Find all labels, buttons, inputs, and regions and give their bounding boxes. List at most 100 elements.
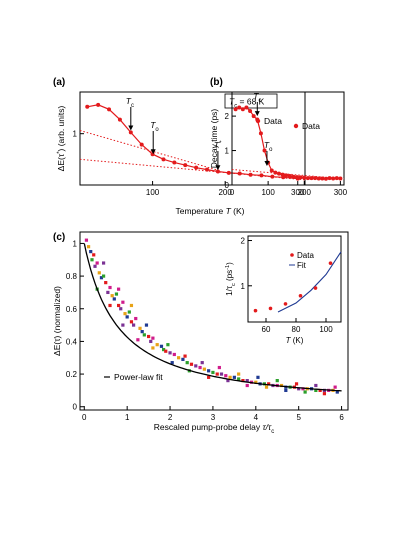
annotation-tc: Tc [253,91,261,104]
panel-c-data-point [112,297,116,301]
panel-c-data-point [123,312,127,316]
panel-a-frame [79,91,306,186]
panel-c-data-point [207,375,211,379]
panel-b-data-point [305,176,310,181]
panel-a-data-point [139,142,144,147]
panel-c-data-point [125,315,129,319]
panel-a-ylabel: ΔE(τ*) (arb. units) [56,105,66,171]
panel-c-data-point [129,320,134,324]
y-tick-label: 1 [73,239,78,248]
y-tick-label: 0.6 [66,305,78,314]
x-tick-label: 60 [262,325,271,334]
panel-c-data-point [95,261,99,265]
panel-a-data-point [183,163,188,168]
panel-c-data-point [89,249,93,254]
inset-data-point [253,308,258,313]
panel-a-data-point [128,130,133,135]
panel-c-data-point [200,361,204,365]
panel-c-data-point [194,364,198,368]
inset-data-point [283,302,288,306]
panel-c-data-point [168,351,172,355]
panel-c-data-point [134,316,138,321]
panel-c-data-point [114,292,119,296]
x-tick-label: 1 [125,413,130,422]
panel-c-data-point [237,377,241,381]
y-tick-label: 1 [225,147,230,156]
panel-b-dotted-line [231,169,345,180]
annotation-tc: Tc [126,96,134,109]
panel-c-data-point [256,375,260,379]
panel-c-data-point [151,346,155,350]
y-tick-label: 0.8 [66,272,78,281]
panel-c-data-point [108,285,112,290]
panel-b-data-point [302,175,307,180]
panel-c-data-point [181,357,185,361]
arrow-tstar-head [215,165,221,171]
panel-b-data-point [276,171,281,176]
panel-b-legend-marker [293,123,299,129]
inset-xlabel: T (K) [286,336,304,345]
annotation-to: To [264,140,273,153]
panel-c-fit-curve [83,243,342,392]
panel-c-data-point [232,375,236,379]
panel-b-data-point [338,176,343,181]
panel-c-data-point [314,388,318,393]
panel-c-data-point [84,238,89,242]
panel-c-data-point [162,347,166,352]
panel-b-data-point [287,174,292,179]
panel-c-data-point [284,388,288,393]
panel-c-ylabel: ΔE(τ) (normalized) [52,286,62,356]
panel-b-data-point [251,114,256,119]
panel-b-data-point [244,105,249,110]
panel-c-data-point [215,372,219,376]
panel-c-frame [79,231,349,411]
panel-c-data-point [97,271,101,275]
panel-c-xlabel: Rescaled pump-probe delay τ/τc [154,422,274,435]
panel-b-data-point [273,170,278,175]
x-tick-label: 0 [82,413,87,422]
panel-a-data-point [205,167,210,172]
y-tick-label: 0 [225,181,230,190]
panel-b-data-point [295,175,300,180]
panel-a-data-point [259,173,264,178]
panel-c-label: (c) [53,232,65,243]
panel-c-data-point [264,385,269,389]
panel-a-data-point [194,165,199,170]
panel-c-data-point [185,361,189,365]
panel-c-data-point [106,290,110,295]
panel-a-data-point [248,172,253,177]
panel-c-data-point [207,369,211,373]
panel-b-data-point [255,117,260,122]
panel-b-frame [231,91,345,186]
panel-c-data-point [93,264,97,268]
panel-b-label: (b) [210,77,223,88]
panel-a-label: (a) [53,77,65,88]
panel-c-data-point [159,344,164,348]
panel-a-data-point [172,160,177,165]
panel-c-data-point [333,385,337,389]
panel-c-data-point [237,372,241,376]
panel-c-data-point [314,383,318,388]
y-tick-label: 2 [241,237,246,246]
panel-c-data-point [254,380,258,384]
panel-a-data-point [107,107,112,112]
x-tick-label: 100 [146,188,160,197]
inset-legend-data-marker [290,253,294,257]
panel-c-data-point [142,333,146,337]
panel-c-data-point [177,356,181,360]
y-tick-label: 0.4 [66,337,78,346]
x-tick-label: 5 [296,413,301,422]
panel-b-data-point [240,107,245,112]
panel-c-data-point [138,326,142,330]
panel-c-legend-label: Power-law fit [114,372,163,382]
panel-a-dotted-line [79,130,219,171]
panel-c-data-point [155,343,159,347]
panel-b-data-point [262,148,267,153]
panel-a-dotted-line [79,158,306,181]
panel-a-data-point [215,169,220,174]
panel-c-data-point [110,294,114,298]
panel-a-data-point [161,157,166,162]
panel-b-data-point [331,176,336,181]
panel-c-data-point [119,307,123,311]
